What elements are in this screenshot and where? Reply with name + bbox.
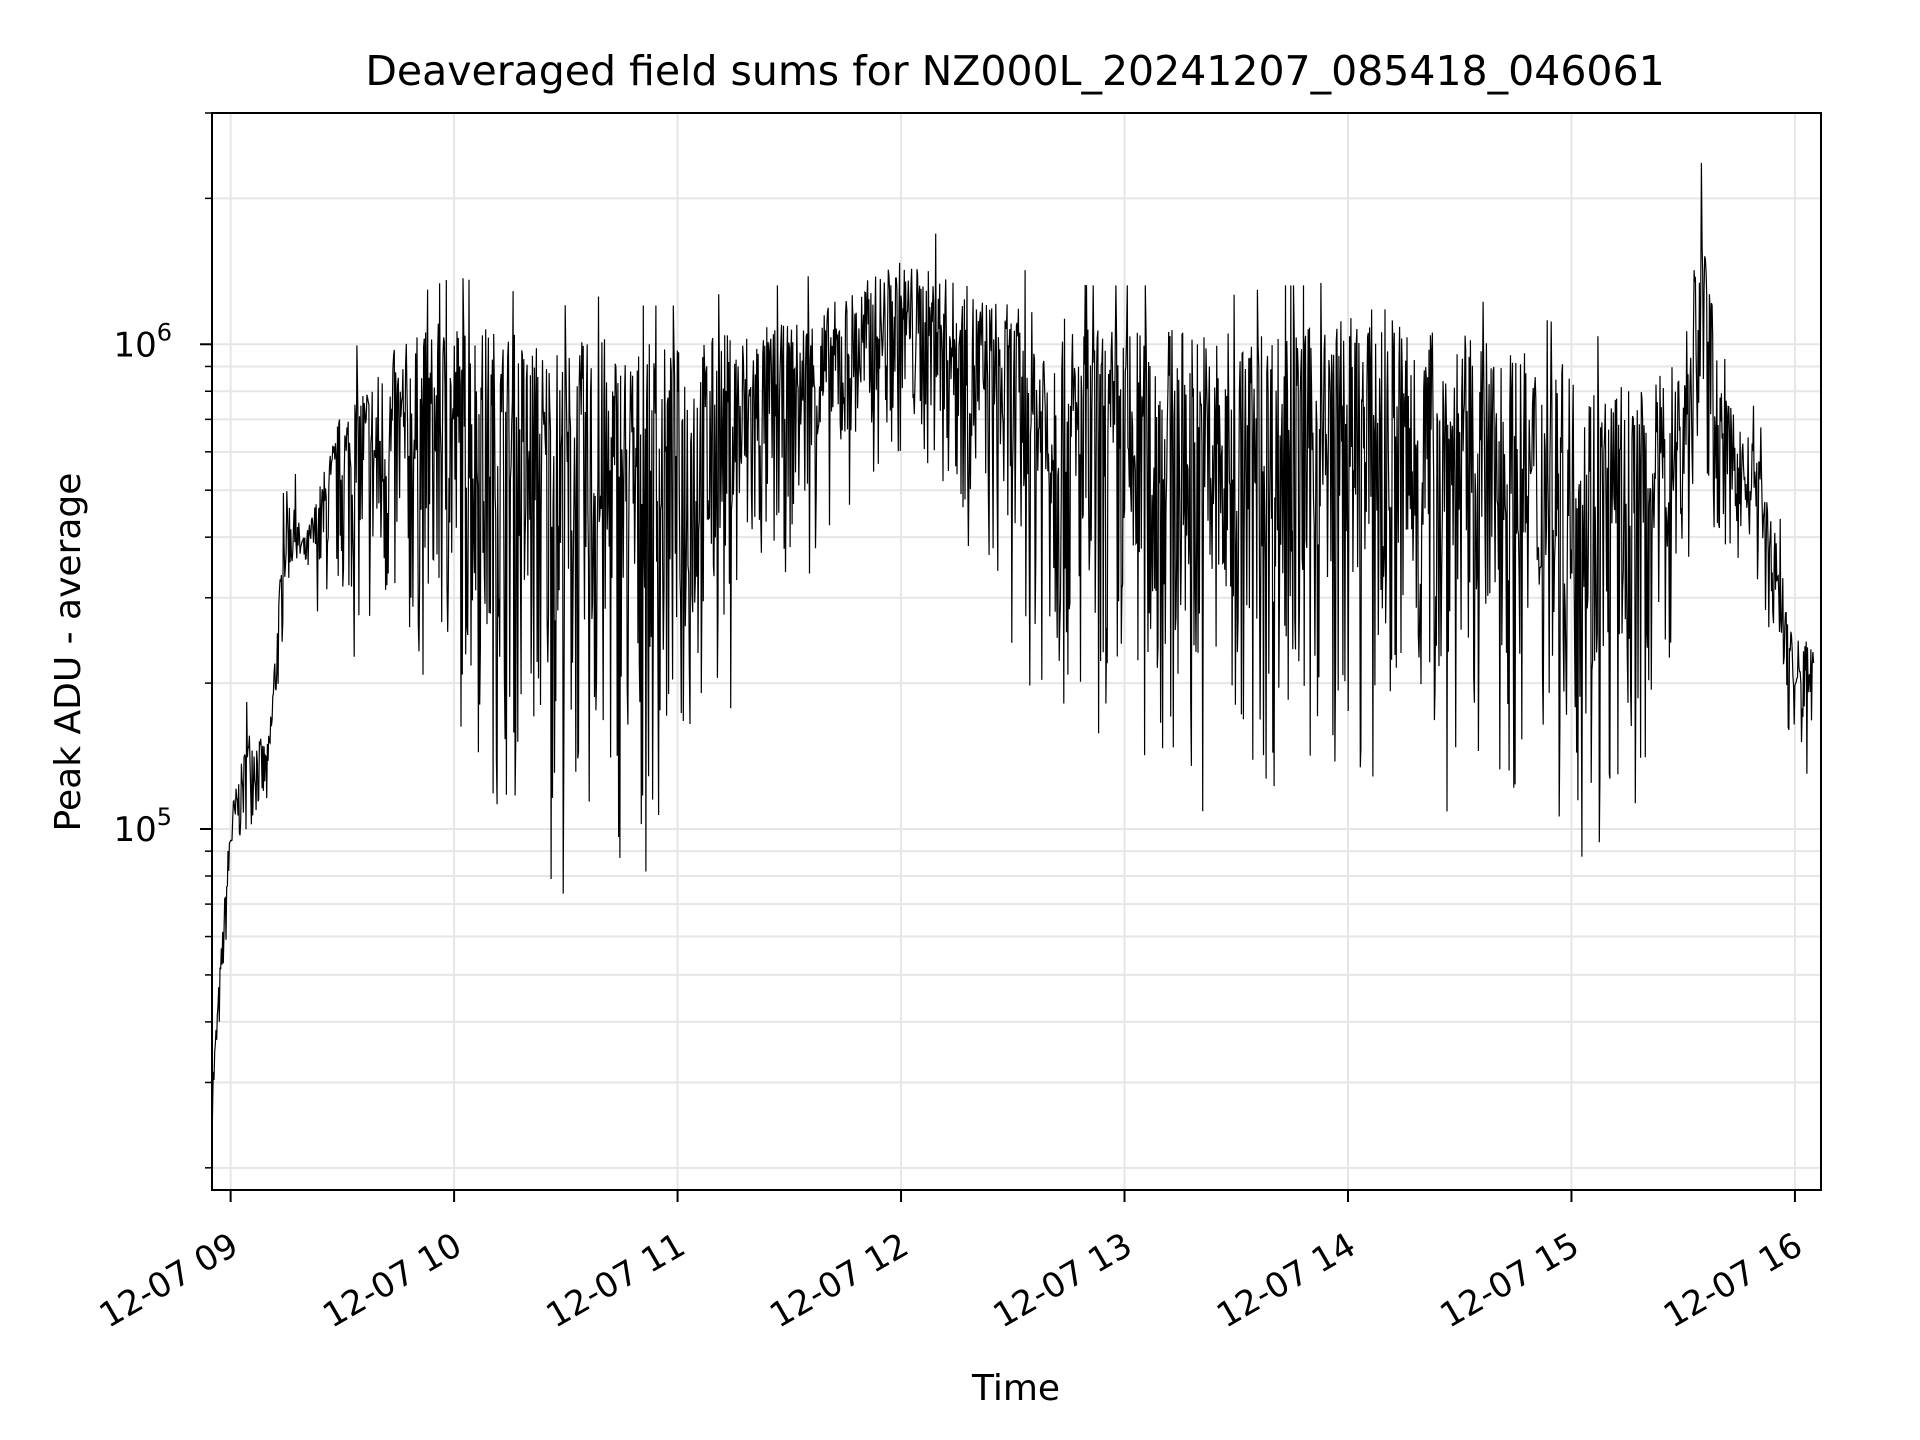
- chart-title: Deaveraged field sums for NZ000L_2024120…: [365, 47, 1664, 95]
- x-tick-label: 12-07 16: [1657, 1225, 1809, 1336]
- x-tick-label: 12-07 10: [316, 1225, 468, 1336]
- plot-area: [212, 162, 1815, 1148]
- x-tick-label: 12-07 15: [1434, 1225, 1586, 1336]
- y-axis-label: Peak ADU - average: [48, 473, 89, 832]
- x-tick-label: 12-07 09: [93, 1225, 245, 1336]
- x-tick-label: 12-07 12: [763, 1225, 915, 1336]
- series-line: [212, 162, 1815, 1148]
- x-tick-label: 12-07 14: [1210, 1225, 1362, 1336]
- y-tick-label: 106: [113, 318, 172, 365]
- x-axis-label: Time: [971, 1368, 1060, 1409]
- y-tick-label: 105: [113, 803, 172, 850]
- y-axis: 105 106: [113, 112, 212, 1169]
- x-tick-label: 12-07 13: [987, 1225, 1139, 1336]
- x-axis: 12-07 09 12-07 10 12-07 11 12-07 12 12-07 13…: [93, 1190, 1809, 1336]
- x-tick-label: 12-07 11: [540, 1225, 692, 1336]
- plot-frame: [211, 112, 1822, 1191]
